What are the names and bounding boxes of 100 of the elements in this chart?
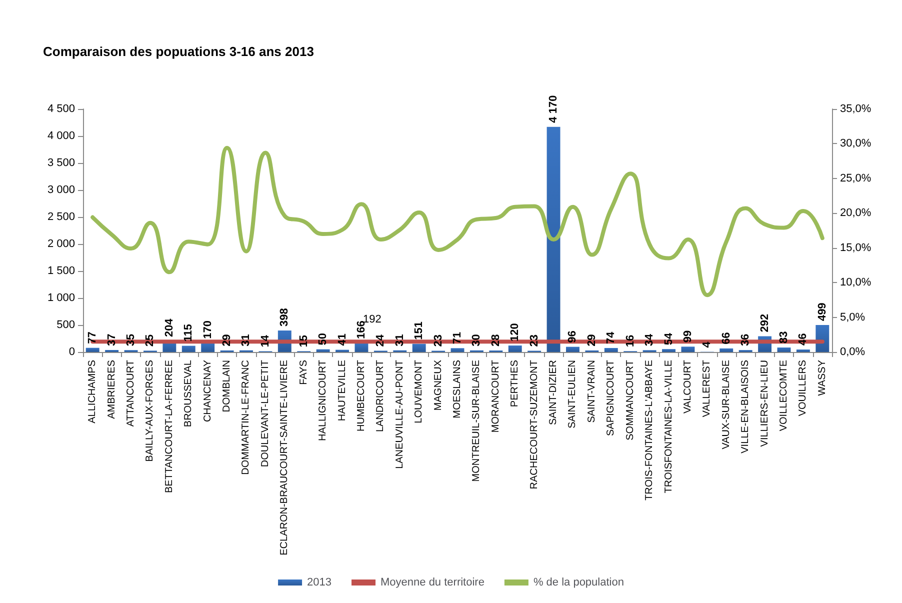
y-tick-label: 0	[68, 346, 75, 358]
x-tick-label: SOMMANCOURT	[624, 360, 636, 440]
data-label: 37	[106, 334, 118, 346]
x-tick-label: SAINT-VRAIN	[586, 360, 598, 423]
data-label: 14	[259, 334, 272, 348]
x-tick-label: VOILLECOMTE	[778, 360, 790, 432]
x-tick-label: DOMMARTIN-LE-FRANC	[240, 360, 252, 475]
x-tick-label: VAUX-SUR-BLAISE	[720, 360, 732, 450]
x-tick-label: AMBRIERES	[106, 360, 118, 419]
y-tick-label: 1 500	[47, 265, 75, 277]
x-tick-label: VOUILLERS	[798, 360, 809, 416]
bar	[182, 346, 196, 352]
y2-tick-label: 15,0%	[840, 242, 872, 254]
y-tick-label: 1 000	[47, 292, 75, 304]
x-tick-label: SAINT-EULIEN	[567, 360, 578, 428]
x-tick-label: VILLIERS-EN-LIEU	[759, 360, 770, 447]
bar	[681, 346, 695, 352]
bar	[508, 346, 522, 352]
data-label: 46	[797, 333, 810, 346]
line-series	[90, 146, 824, 298]
y2-tick-label: 20,0%	[840, 207, 872, 220]
legend-label: 2013	[307, 576, 332, 588]
x-tick-label: SAINT-DIZIER	[548, 360, 560, 426]
data-label: 83	[778, 331, 790, 344]
bar	[316, 349, 330, 352]
data-label: 50	[317, 333, 330, 346]
data-label: 74	[605, 330, 618, 344]
y2-tick-label: 10,0%	[840, 276, 872, 289]
data-label: 77	[86, 332, 99, 344]
data-label: 30	[470, 334, 483, 346]
data-label: 16	[624, 334, 636, 348]
data-label: 35	[125, 334, 138, 346]
x-tick-label: VILLE-EN-BLAISOIS	[740, 360, 752, 454]
data-label: 4 170	[548, 95, 560, 123]
data-label: 170	[202, 320, 214, 339]
y-tick-label: 2 500	[47, 211, 75, 223]
y-tick-label: 500	[56, 319, 75, 331]
data-label: 499	[816, 302, 828, 322]
data-label: 29	[221, 334, 234, 346]
data-label: 15	[298, 334, 310, 348]
data-label: 115	[182, 324, 195, 342]
data-label: 24	[374, 334, 387, 347]
x-tick-label: MOESLAINS	[452, 360, 463, 418]
x-tick-label: MAGNEUX	[432, 360, 444, 411]
bar	[566, 346, 580, 352]
data-label: 36	[740, 334, 752, 346]
data-label: 31	[240, 334, 252, 346]
x-tick-label: BROUSSEVAL	[183, 360, 194, 428]
bar	[777, 348, 791, 352]
x-tick-label: HAUTEVILLE	[336, 360, 348, 422]
bar	[354, 343, 368, 352]
y-tick-label: 4 000	[47, 130, 75, 142]
data-label: 23	[432, 334, 444, 347]
x-tick-label: FAYS	[298, 360, 310, 385]
x-tick-label: HALLIGNICOURT	[318, 360, 329, 441]
data-label: 34	[644, 333, 656, 346]
data-label: 31	[394, 334, 406, 346]
data-label: 28	[490, 334, 502, 346]
data-label: 71	[452, 332, 464, 344]
y-tick-label: 4 500	[47, 103, 75, 115]
x-tick-label: LANEUVILLE-AU-PONT	[394, 360, 406, 469]
x-tick-label: ECLARON-BRAUCOURT-SAINTE-LIVIERE	[279, 360, 290, 556]
x-tick-label: MORANCOURT	[490, 360, 502, 433]
y2-tick-label: 5,0%	[840, 311, 866, 324]
x-tick-label: DOULEVANT-LE-PETIT	[260, 360, 271, 468]
x-tick-label: RACHECOURT-SUZEMONT	[528, 360, 540, 490]
x-tick-label: LOUVEMONT	[414, 360, 425, 424]
x-tick-label: SAPIGNICOURT	[606, 360, 617, 436]
x-tick-label: MONTREUIL-SUR-BLAISE	[471, 360, 482, 482]
bar	[662, 349, 676, 352]
x-tick-label: BETTANCOURT-LA-FERREE	[164, 360, 175, 493]
x-tick-label: HUMBECOURT	[356, 360, 367, 432]
annotation: 192	[363, 314, 382, 326]
data-label: 41	[336, 334, 348, 346]
y-tick-label: 3 000	[47, 184, 75, 196]
x-tick-label: BAILLY-AUX-FORGES	[144, 360, 156, 462]
bar	[450, 348, 464, 352]
data-label: 66	[720, 332, 732, 344]
data-label: 4	[701, 340, 714, 348]
data-label: 25	[144, 334, 156, 347]
y2-tick-label: 35,0%	[840, 103, 872, 115]
data-label: 151	[413, 321, 426, 340]
x-tick-label: CHANCENAY	[202, 360, 214, 422]
x-tick-label: VALCOURT	[682, 360, 694, 414]
x-tick-label: WASSY	[816, 360, 828, 396]
data-label: 54	[662, 332, 675, 346]
data-label: 292	[758, 314, 771, 332]
x-tick-label: LANDRICOURT	[375, 360, 386, 432]
x-tick-label: TROIS-FONTAINES-L'ABBAYE	[644, 360, 656, 500]
y-tick-label: 2 000	[47, 238, 75, 250]
y2-tick-label: 30,0%	[840, 138, 872, 150]
y-tick-label: 3 500	[47, 157, 75, 169]
bar	[412, 344, 426, 352]
legend-label: % de la population	[533, 576, 624, 588]
bar	[816, 325, 830, 352]
data-label: 204	[163, 318, 176, 337]
bar	[546, 126, 560, 352]
x-tick-label: ATTANCOURT	[126, 360, 137, 427]
x-tick-label: TROISFONTAINES-LA-VILLE	[663, 360, 674, 494]
legend-label: Moyenne du territoire	[380, 576, 484, 588]
